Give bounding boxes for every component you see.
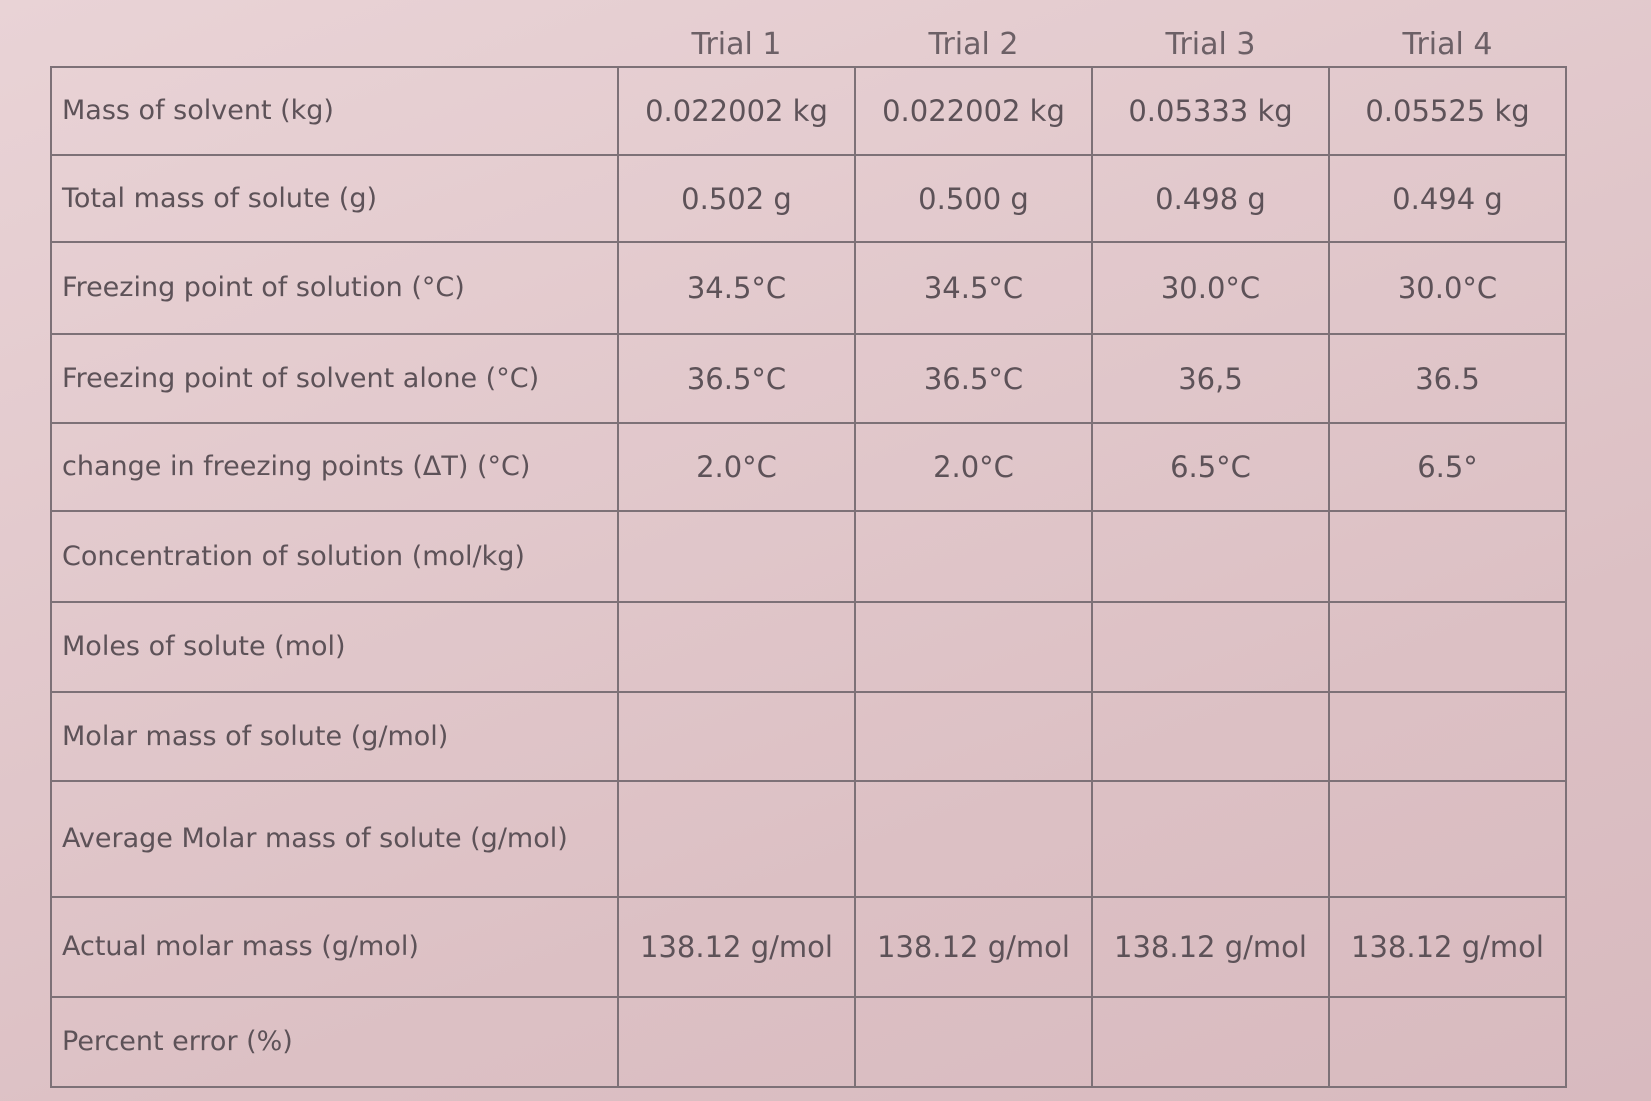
- empty-cell: [617, 691, 856, 782]
- cell-value: 34.5°C: [854, 241, 1093, 335]
- cell-value: 0.05525 kg: [1328, 66, 1567, 156]
- cell-value: 36.5: [1328, 333, 1567, 424]
- row: Actual molar mass (g/mol) 138.12 g/mol 138…: [50, 896, 1567, 998]
- cell-value: 30.0°C: [1091, 241, 1330, 335]
- row-label: Freezing point of solvent alone (°C): [50, 333, 619, 424]
- row-label: Total mass of solute (g): [50, 154, 619, 243]
- empty-cell: [617, 780, 856, 898]
- cell-value: 36.5°C: [854, 333, 1093, 424]
- empty-cell: [1091, 996, 1330, 1088]
- row-label: change in freezing points (ΔT) (°C): [50, 422, 619, 512]
- empty-cell: [854, 780, 1093, 898]
- row-label: Average Molar mass of solute (g/mol): [50, 780, 619, 898]
- empty-cell: [854, 996, 1093, 1088]
- cell-value: 138.12 g/mol: [1328, 896, 1567, 998]
- cell-value: 36,5: [1091, 333, 1330, 424]
- column-header: Trial 4: [1329, 18, 1566, 68]
- empty-cell: [854, 510, 1093, 603]
- header-row: Trial 1 Trial 2 Trial 3 Trial 4: [51, 18, 1566, 68]
- column-header: Trial 2: [855, 18, 1092, 68]
- cell-value: 6.5°: [1328, 422, 1567, 512]
- cell-value: 0.022002 kg: [617, 66, 856, 156]
- column-header: Trial 1: [618, 18, 855, 68]
- cell-value: 0.494 g: [1328, 154, 1567, 243]
- corner: [51, 18, 618, 67]
- cell-value: 6.5°C: [1091, 422, 1330, 512]
- sheet: Trial 1 Trial 2 Trial 3 Trial 4 Mass of solv…: [50, 18, 1567, 1088]
- data-table: Trial 1 Trial 2 Trial 3 Trial 4 Mass of solv…: [50, 18, 1567, 1088]
- empty-cell: [1328, 510, 1567, 603]
- empty-cell: [1091, 510, 1330, 603]
- row: Moles of solute (mol): [50, 601, 1567, 693]
- row: Concentration of solution (mol/kg): [50, 510, 1567, 603]
- empty-cell: [1328, 691, 1567, 782]
- empty-cell: [1091, 691, 1330, 782]
- row: Average Molar mass of solute (g/mol): [50, 780, 1567, 898]
- empty-cell: [1091, 601, 1330, 693]
- empty-cell: [617, 996, 856, 1088]
- row: Total mass of solute (g) 0.502 g 0.500 g 0.…: [50, 154, 1567, 243]
- cell-value: 138.12 g/mol: [617, 896, 856, 998]
- empty-cell: [1091, 780, 1330, 898]
- cell-value: 2.0°C: [617, 422, 856, 512]
- empty-cell: [617, 510, 856, 603]
- row: change in freezing points (ΔT) (°C) 2.0°C…: [50, 422, 1567, 512]
- row: Percent error (%): [50, 996, 1567, 1088]
- empty-cell: [1328, 996, 1567, 1088]
- row-label: Actual molar mass (g/mol): [50, 896, 619, 998]
- cell-value: 0.05333 kg: [1091, 66, 1330, 156]
- row: Mass of solvent (kg) 0.022002 kg 0.022002 …: [50, 66, 1567, 156]
- cell-value: 2.0°C: [854, 422, 1093, 512]
- row-label: Freezing point of solution (°C): [50, 241, 619, 335]
- cell-value: 0.500 g: [854, 154, 1093, 243]
- cell-value: 138.12 g/mol: [854, 896, 1093, 998]
- row: Freezing point of solution (°C) 34.5°C 34.…: [50, 241, 1567, 335]
- empty-cell: [854, 601, 1093, 693]
- cell-value: 36.5°C: [617, 333, 856, 424]
- row-label: Percent error (%): [50, 996, 619, 1088]
- empty-cell: [1328, 780, 1567, 898]
- empty-cell: [1328, 601, 1567, 693]
- cell-value: 0.498 g: [1091, 154, 1330, 243]
- cell-value: 30.0°C: [1328, 241, 1567, 335]
- row-label: Mass of solvent (kg): [50, 66, 619, 156]
- row-label: Molar mass of solute (g/mol): [50, 691, 619, 782]
- cell-value: 0.022002 kg: [854, 66, 1093, 156]
- row: Molar mass of solute (g/mol): [50, 691, 1567, 782]
- row-label: Moles of solute (mol): [50, 601, 619, 693]
- empty-cell: [617, 601, 856, 693]
- cell-value: 138.12 g/mol: [1091, 896, 1330, 998]
- row-label: Concentration of solution (mol/kg): [50, 510, 619, 603]
- column-header: Trial 3: [1092, 18, 1329, 68]
- cell-value: 0.502 g: [617, 154, 856, 243]
- empty-cell: [854, 691, 1093, 782]
- cell-value: 34.5°C: [617, 241, 856, 335]
- row: Freezing point of solvent alone (°C) 36.5…: [50, 333, 1567, 424]
